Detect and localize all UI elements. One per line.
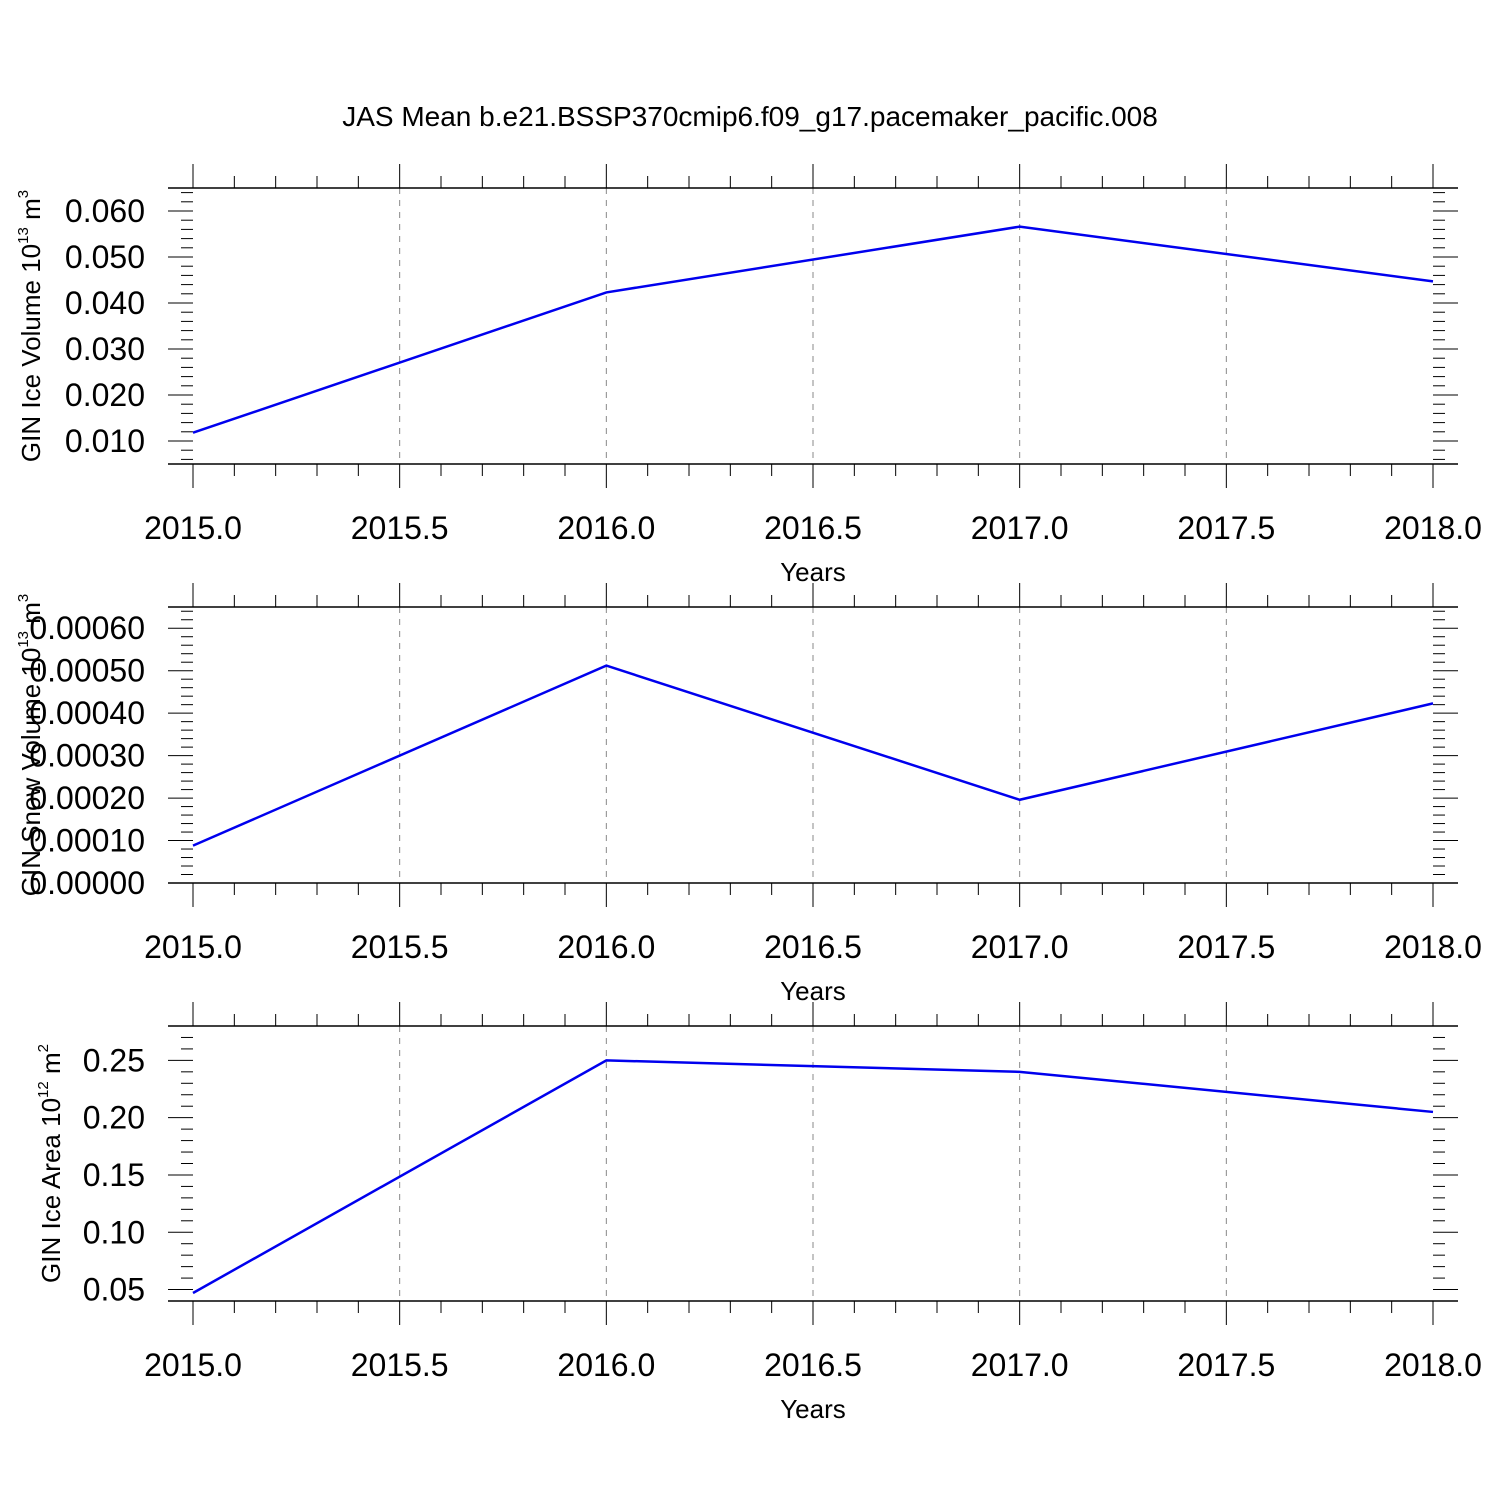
x-tick-label: 2015.5	[351, 510, 449, 546]
panel-3: 0.05 0.10 0.15 0.20 0.25 2015.0 2015.5 2016.0 20…	[35, 1002, 1482, 1424]
y-tick-label: 0.00010	[29, 823, 145, 859]
y-tick-label: 0.020	[65, 377, 145, 413]
y-tick-label: 0.20	[83, 1100, 145, 1136]
y-tick-label: 0.25	[83, 1042, 145, 1078]
y-tick-label: 0.060	[65, 193, 145, 229]
x-tick-label: 2017.0	[971, 1347, 1069, 1383]
panel-1: 0.010 0.020 0.030 0.040 0.050 0.060 2015.0 2015…	[15, 164, 1482, 587]
y-tick-label: 0.00040	[29, 695, 145, 731]
y-tick-label: 0.00000	[29, 865, 145, 901]
x-tick-label: 2016.5	[764, 510, 862, 546]
x-tick-label: 2017.0	[971, 510, 1069, 546]
x-tick-label: 2015.0	[144, 929, 242, 965]
x-tick-label: 2018.0	[1384, 1347, 1482, 1383]
x-axis-label: Years	[780, 1394, 846, 1424]
y-tick-label: 0.05	[83, 1272, 145, 1308]
panel-2: 0.00000 0.00010 0.00020 0.00030 0.00040 0.000…	[15, 583, 1482, 1006]
x-axis-label: Years	[780, 976, 846, 1006]
y-axis-label: GIN Ice Area 1012 m2	[35, 1044, 66, 1283]
y-tick-label: 0.050	[65, 239, 145, 275]
x-tick-label: 2018.0	[1384, 510, 1482, 546]
x-tick-label: 2017.5	[1177, 1347, 1275, 1383]
x-tick-label: 2015.5	[351, 1347, 449, 1383]
x-tick-label: 2018.0	[1384, 929, 1482, 965]
y-tick-label: 0.030	[65, 331, 145, 367]
y-tick-label: 0.00030	[29, 738, 145, 774]
x-tick-label: 2015.0	[144, 510, 242, 546]
x-tick-label: 2016.0	[557, 1347, 655, 1383]
y-tick-label: 0.00020	[29, 780, 145, 816]
series-line	[192, 225, 1434, 434]
y-tick-label: 0.10	[83, 1214, 145, 1250]
series-line	[192, 1059, 1434, 1295]
y-tick-label: 0.010	[65, 423, 145, 459]
x-tick-label: 2015.5	[351, 929, 449, 965]
x-tick-label: 2017.5	[1177, 510, 1275, 546]
y-tick-label: 0.00060	[29, 610, 145, 646]
x-tick-label: 2016.5	[764, 929, 862, 965]
chart-title: JAS Mean b.e21.BSSP370cmip6.f09_g17.pace…	[342, 101, 1158, 132]
x-tick-label: 2016.0	[557, 929, 655, 965]
y-axis-label: GIN Snow Volume 1013 m3	[15, 594, 46, 897]
x-tick-label: 2016.0	[557, 510, 655, 546]
x-tick-label: 2017.5	[1177, 929, 1275, 965]
series-line	[192, 664, 1434, 847]
x-tick-label: 2016.5	[764, 1347, 862, 1383]
y-axis-label: GIN Ice Volume 1013 m3	[15, 190, 46, 462]
x-tick-label: 2015.0	[144, 1347, 242, 1383]
x-tick-label: 2017.0	[971, 929, 1069, 965]
y-tick-label: 0.040	[65, 285, 145, 321]
y-tick-label: 0.15	[83, 1157, 145, 1193]
x-axis-label: Years	[780, 557, 846, 587]
y-tick-label: 0.00050	[29, 653, 145, 689]
